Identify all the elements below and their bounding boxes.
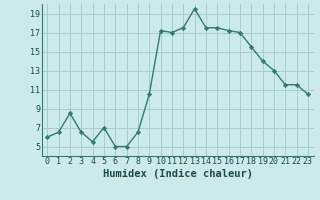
X-axis label: Humidex (Indice chaleur): Humidex (Indice chaleur) (103, 169, 252, 179)
